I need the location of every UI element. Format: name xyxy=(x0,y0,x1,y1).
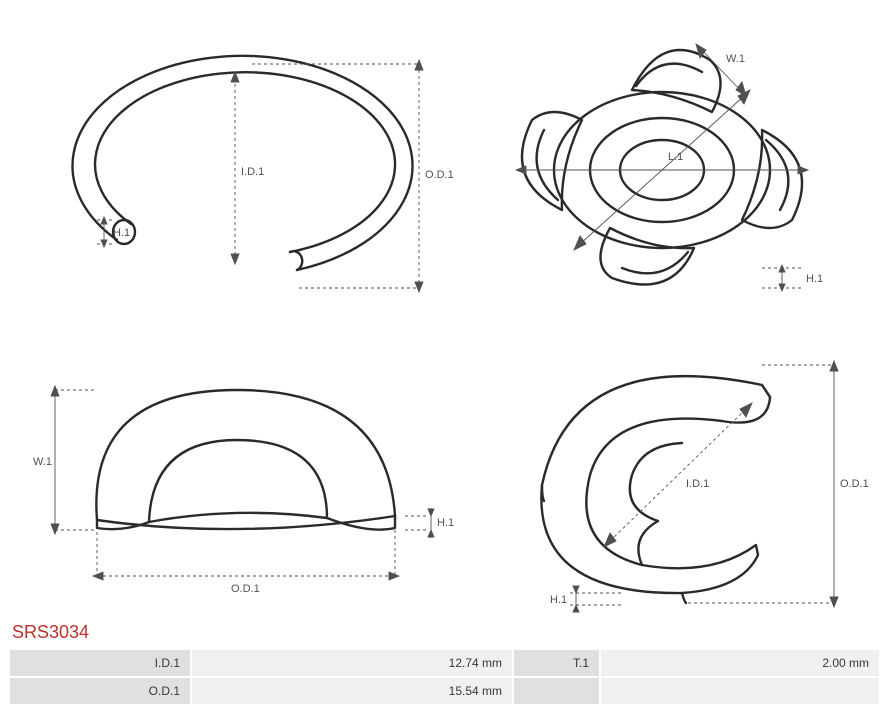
dim-label-h: H.1 xyxy=(550,594,567,606)
dim-label-h: H.1 xyxy=(806,273,823,285)
drawing-ring-top-view: I.D.1 O.D.1 H.1 xyxy=(10,10,445,320)
dim-label-od: O.D.1 xyxy=(231,583,260,595)
part-number-title: SRS3034 xyxy=(12,622,89,643)
drawing-arch-side-view: W.1 O.D.1 H.1 xyxy=(10,320,445,620)
dim-label-w: W.1 xyxy=(726,53,745,65)
dim-label-h: H.1 xyxy=(113,227,130,239)
dim-label-od: O.D.1 xyxy=(840,478,869,490)
dim-label-w: W.1 xyxy=(33,456,52,468)
spec-label xyxy=(514,678,599,704)
spec-label: O.D.1 xyxy=(10,678,190,704)
dim-label-l: L.1 xyxy=(668,151,683,163)
table-row: I.D.1 12.74 mm T.1 2.00 mm xyxy=(10,650,879,676)
table-row: O.D.1 15.54 mm xyxy=(10,678,879,704)
specification-table: I.D.1 12.74 mm T.1 2.00 mm O.D.1 15.54 m… xyxy=(8,648,881,706)
spec-label: T.1 xyxy=(514,650,599,676)
spec-value: 2.00 mm xyxy=(601,650,879,676)
spec-label: I.D.1 xyxy=(10,650,190,676)
dim-label-id: I.D.1 xyxy=(686,478,709,490)
spec-value: 15.54 mm xyxy=(192,678,512,704)
technical-drawing-grid: I.D.1 O.D.1 H.1 xyxy=(0,0,889,610)
drawing-eclip-view: I.D.1 O.D.1 H.1 xyxy=(445,320,880,620)
spec-value xyxy=(601,678,879,704)
spec-value: 12.74 mm xyxy=(192,650,512,676)
drawing-clamp-top-view: L.1 W.1 H.1 xyxy=(445,10,880,320)
dim-label-id: I.D.1 xyxy=(241,166,264,178)
